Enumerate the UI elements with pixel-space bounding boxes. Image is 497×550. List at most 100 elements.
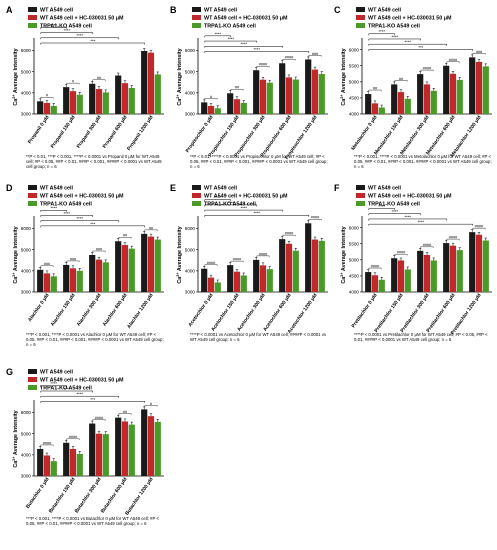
group-significance-mark: ### [44, 262, 51, 266]
significance-mark: **** [241, 205, 248, 210]
significance-mark: **** [51, 381, 58, 386]
bar [50, 461, 57, 476]
bar [227, 265, 234, 292]
bar [266, 82, 273, 114]
legend-swatch [356, 23, 365, 28]
legend-swatch [28, 385, 37, 390]
significance-bracket [204, 199, 232, 202]
legend-label: TRPA1-KO A549 cell [40, 386, 92, 392]
bar [50, 276, 57, 292]
bar [102, 92, 109, 114]
group-bracket [92, 79, 106, 81]
bar [95, 433, 103, 476]
group-bracket [472, 53, 486, 55]
bar [69, 268, 77, 292]
legend-label: TRPA1-KO A549 cell [204, 24, 256, 30]
group-significance-mark: #### [43, 441, 52, 445]
bar [207, 277, 215, 292]
legend-swatch [192, 185, 201, 190]
legend-swatch [356, 193, 365, 198]
bar [141, 409, 148, 476]
bar [63, 442, 70, 476]
significance-bracket [204, 40, 258, 43]
bar [311, 69, 319, 114]
group-significance-mark: ## [373, 86, 378, 90]
group-bracket [446, 238, 460, 241]
y-tick-label: 5000 [349, 79, 360, 84]
y-axis-label: Ca2+ Average Intensity [12, 410, 19, 467]
panel-f-caption: ****P < 0.0001 vs Pretilachlor 0 μM for … [354, 332, 488, 343]
significance-bracket [204, 51, 310, 53]
bar [305, 223, 312, 292]
bar [391, 84, 398, 114]
y-tick-label: 4000 [21, 90, 32, 95]
bar [417, 74, 424, 114]
bar [76, 94, 83, 114]
bar [456, 79, 463, 114]
significance-mark: **** [77, 33, 84, 38]
group-bracket [204, 264, 218, 266]
significance-mark: **** [64, 211, 71, 216]
bar [378, 279, 385, 292]
bar [449, 73, 457, 114]
group-significance-mark: #### [475, 225, 484, 229]
bar [201, 102, 208, 114]
group-significance-mark: #### [371, 264, 380, 268]
group-significance-mark: # [72, 80, 75, 84]
y-tick-label: 5000 [21, 69, 32, 74]
group-significance-mark: #### [259, 63, 268, 67]
bar [89, 255, 96, 292]
bar [128, 87, 135, 114]
x-tick-label: Butachlor 300 μM [74, 477, 103, 515]
group-significance-mark: ### [96, 247, 103, 251]
x-tick-label: Propanil 300 μM [76, 115, 103, 150]
bar [214, 108, 221, 114]
group-bracket [144, 405, 158, 407]
y-tick-label: 3000 [21, 290, 32, 295]
y-tick-label: 5500 [349, 63, 360, 68]
bar [207, 105, 215, 114]
y-axis-label: Ca2+ Average Intensity [340, 48, 347, 105]
group-bracket [446, 61, 460, 63]
panel-b-chart: B WT A549 cell WT A549 cell + HC-030031 50… [170, 5, 328, 161]
panel-g: G WT A549 cell WT A549 cell + HC-030031 50… [4, 366, 169, 541]
group-significance-mark: ## [235, 86, 240, 90]
group-significance-mark: #### [449, 235, 458, 239]
group-significance-mark: ## [97, 76, 102, 80]
group-bracket [282, 234, 296, 237]
legend-label: WT A549 cell [204, 8, 238, 14]
y-tick-label: 4000 [21, 268, 32, 273]
y-tick-label: 4000 [21, 452, 32, 457]
x-tick-label: Alachlor 150 μM [50, 293, 77, 328]
bar [89, 83, 96, 114]
significance-mark: **** [379, 204, 386, 209]
legend-label: WT A549 cell + HC-030031 50 μM [204, 194, 288, 200]
x-tick-label: Propanil 0 μM [27, 115, 51, 145]
significance-bracket [40, 37, 120, 40]
legend-swatch [28, 193, 37, 198]
panel-c: C WT A549 cell WT A549 cell + HC-030031 50… [332, 4, 497, 179]
bar [259, 79, 267, 114]
group-significance-mark: ## [399, 77, 404, 81]
bar [266, 269, 273, 292]
legend-label: TRPA1-KO A549 cell [40, 24, 92, 30]
group-bracket [118, 413, 132, 415]
group-significance-mark: #### [423, 67, 432, 71]
significance-bracket [40, 395, 120, 398]
group-significance-mark: # [46, 94, 49, 98]
significance-mark: **** [392, 34, 399, 39]
panel-letter: E [170, 183, 176, 193]
bar [128, 424, 135, 476]
bar [482, 66, 489, 114]
panel-e-chart: E WT A549 cell WT A549 cell + HC-030031 50… [170, 183, 328, 335]
y-tick-label: 5500 [349, 241, 360, 246]
y-tick-label: 3000 [185, 290, 196, 295]
group-bracket [368, 267, 382, 270]
x-tick-label: Butachlor 1200 μM [124, 477, 154, 517]
legend-label: WT A549 cell [368, 8, 402, 14]
y-tick-label: 4500 [349, 96, 360, 101]
group-significance-mark: #### [311, 216, 320, 220]
bar [201, 268, 208, 292]
significance-bracket [368, 43, 448, 46]
y-tick-label: 3000 [21, 112, 32, 117]
